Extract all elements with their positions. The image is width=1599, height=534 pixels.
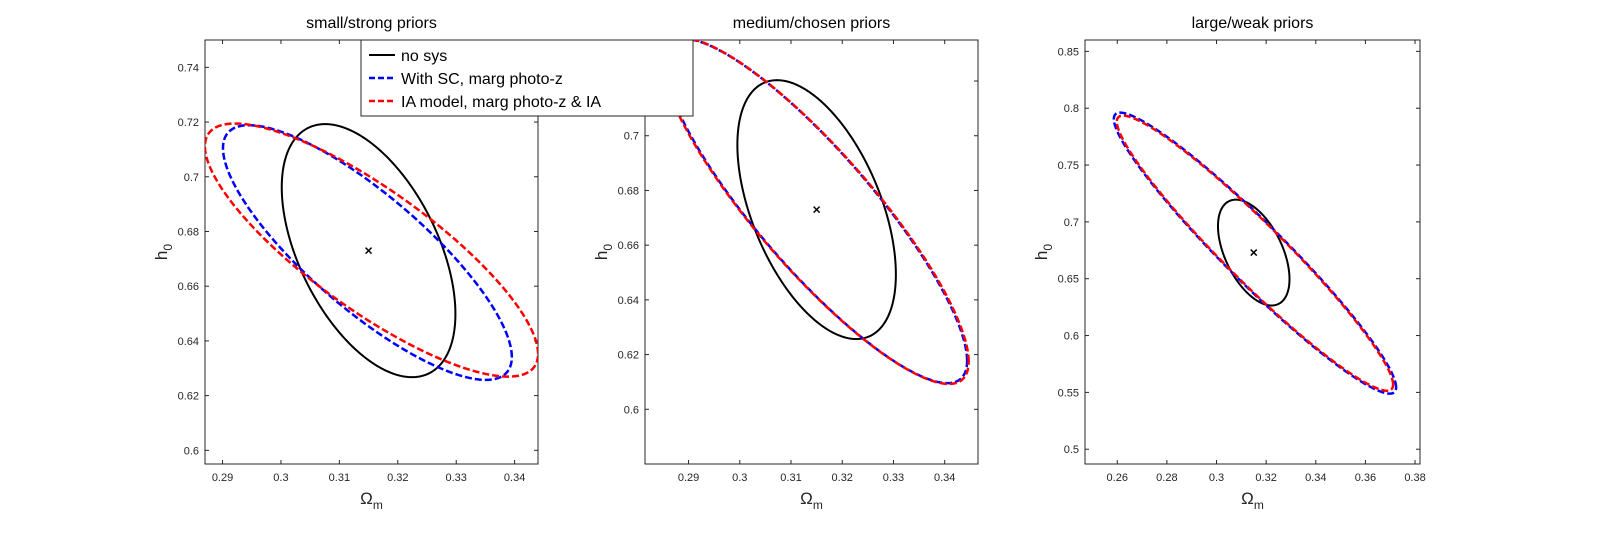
panel-2-title: medium/chosen priors: [733, 15, 890, 32]
x-tick-label: 0.33: [883, 472, 904, 484]
panel-1-contours: [205, 122, 538, 382]
panel-1-title: small/strong priors: [306, 15, 437, 32]
legend-box: [360, 39, 694, 117]
panel-1-y-axis-label: h0: [152, 244, 175, 260]
panel-3-title: large/weak priors: [1192, 15, 1314, 32]
y-tick-label: 0.66: [178, 281, 199, 293]
no-sys-contour: [736, 79, 897, 341]
x-tick-label: 0.29: [212, 472, 233, 484]
y-tick-label: 0.64: [178, 336, 199, 348]
y-tick-label: 0.7: [1064, 217, 1079, 229]
y-tick-label: 0.68: [178, 226, 199, 238]
panel-3: 0.26 0.28 0.3 0.32 0.34 0.36 0.38 0.5 0.55 0.6 0.6…: [1032, 15, 1426, 512]
y-tick-label: 0.62: [618, 350, 639, 362]
y-tick-label: 0.6: [1064, 331, 1079, 343]
y-tick-label: 0.85: [1058, 46, 1079, 58]
y-tick-label: 0.62: [178, 391, 199, 403]
x-tick-label: 0.36: [1355, 472, 1376, 484]
x-tick-label: 0.3: [732, 472, 747, 484]
y-tick-label: 0.75: [1058, 160, 1079, 172]
x-tick-label: 0.3: [1209, 472, 1224, 484]
x-tick-label: 0.34: [504, 472, 525, 484]
y-tick-label: 0.74: [178, 62, 199, 74]
x-tick-label: 0.34: [1305, 472, 1326, 484]
legend-label-ia: IA model, marg photo-z & IA: [401, 94, 601, 111]
y-tick-label: 0.6: [624, 404, 639, 416]
fiducial-marker: [365, 247, 373, 255]
panel-1-x-axis-label: Ωm: [360, 489, 383, 512]
no-sys-contour: [280, 123, 457, 379]
x-tick-label: 0.38: [1404, 472, 1425, 484]
x-tick-label: 0.32: [1255, 472, 1276, 484]
y-tick-label: 0.64: [618, 295, 639, 307]
panel-2-axes-frame: [644, 39, 979, 465]
legend-label-sc: With SC, marg photo-z: [401, 71, 563, 88]
x-tick-label: 0.31: [329, 472, 350, 484]
ia-contour: [205, 122, 538, 378]
panel-2-x-axis-label: Ωm: [800, 489, 823, 512]
x-tick-label: 0.33: [445, 472, 466, 484]
panel-3-axes-frame: [1084, 39, 1421, 465]
y-tick-label: 0.66: [618, 240, 639, 252]
panel-2-y-axis-label: h0: [592, 244, 615, 260]
x-tick-label: 0.3: [273, 472, 288, 484]
y-tick-label: 0.7: [184, 172, 199, 184]
ia-contour: [1115, 114, 1395, 392]
panel-3-y-axis-label: h0: [1032, 244, 1055, 260]
y-tick-label: 0.8: [1064, 103, 1079, 115]
legend-label-no-sys: no sys: [401, 48, 447, 65]
x-tick-label: 0.34: [934, 472, 955, 484]
panel-3-contours: [1112, 111, 1398, 395]
y-tick-label: 0.65: [1058, 274, 1079, 286]
y-tick-label: 0.5: [1064, 444, 1079, 456]
x-tick-label: 0.28: [1156, 472, 1177, 484]
panel-1: 0.29 0.3 0.31 0.32 0.33 0.34 0.6 0.62 0.64 0.66 0.…: [152, 15, 539, 512]
sc-contour: [221, 123, 514, 382]
y-tick-label: 0.55: [1058, 387, 1079, 399]
y-tick-label: 0.7: [624, 131, 639, 143]
panel-3-x-axis-label: Ωm: [1241, 489, 1264, 512]
legend: no sys With SC, marg photo-z IA model, mar…: [360, 39, 694, 117]
y-tick-label: 0.6: [184, 445, 199, 457]
x-tick-label: 0.32: [832, 472, 853, 484]
x-tick-label: 0.32: [387, 472, 408, 484]
x-tick-label: 0.31: [780, 472, 801, 484]
y-tick-label: 0.68: [618, 185, 639, 197]
x-tick-label: 0.29: [678, 472, 699, 484]
fiducial-marker: [1250, 249, 1258, 257]
y-tick-label: 0.72: [178, 117, 199, 129]
x-tick-label: 0.26: [1107, 472, 1128, 484]
fiducial-marker: [813, 206, 821, 214]
